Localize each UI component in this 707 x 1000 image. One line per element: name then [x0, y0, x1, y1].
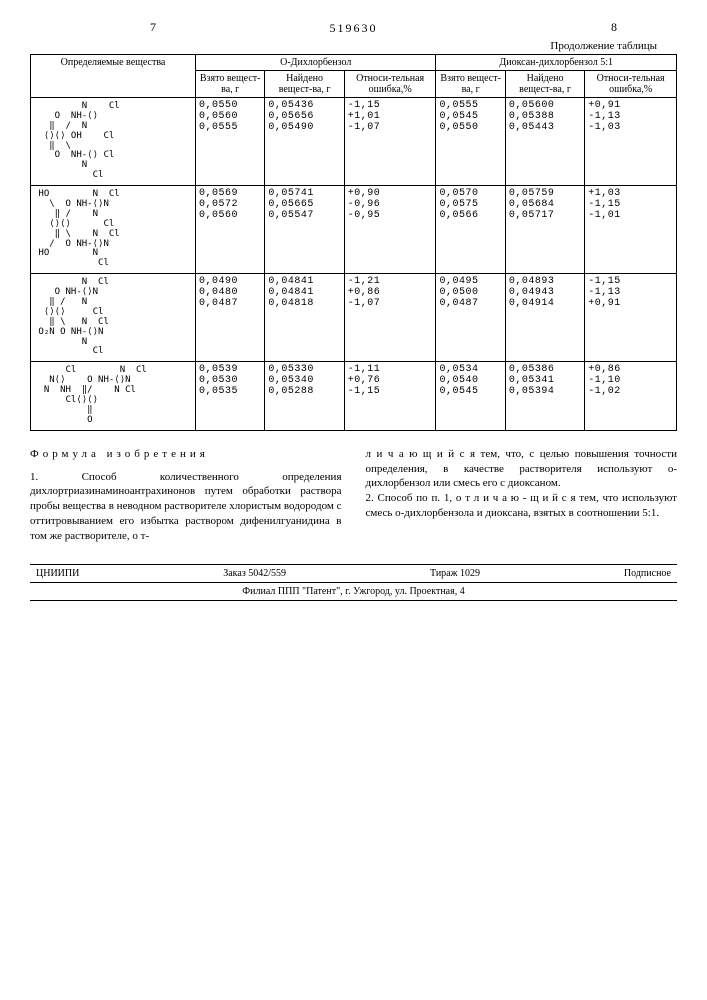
- table-row: HO N Cl \ O NH-⟨⟩N ‖ / N ⟨⟩⟨⟩ Cl ‖ \ N C…: [31, 186, 677, 274]
- data-cell: 0,057590,056840,05717: [505, 186, 584, 274]
- col-taken-1: Взято вещест-ва, г: [196, 71, 265, 98]
- chem-structure: HO N Cl \ O NH-⟨⟩N ‖ / N ⟨⟩⟨⟩ Cl ‖ \ N C…: [31, 186, 196, 274]
- page-left: 7: [150, 20, 156, 35]
- table-row: N Cl O NH-⟨⟩N ‖ / N ⟨⟩⟨⟩ Cl ‖ \ N Cl O₂N…: [31, 274, 677, 362]
- data-cell: 0,056000,053880,05443: [505, 98, 584, 186]
- col-solvent2: Диоксан-дихлорбензол 5:1: [436, 55, 677, 71]
- data-cell: +0,86-1,10-1,02: [585, 362, 677, 430]
- page-right: 8: [611, 20, 617, 35]
- col-substances: Определяемые вещества: [31, 55, 196, 98]
- footer-tirazh: Тираж 1029: [430, 568, 480, 579]
- table-row: N Cl O NH-⟨⟩ ‖ / N ⟨⟩⟨⟩ OH Cl ‖ \ O NH-⟨…: [31, 98, 677, 186]
- data-cell: 0,05340,05400,0545: [436, 362, 505, 430]
- data-cell: 0,048930,049430,04914: [505, 274, 584, 362]
- chem-structure: N Cl O NH-⟨⟩ ‖ / N ⟨⟩⟨⟩ OH Cl ‖ \ O NH-⟨…: [31, 98, 196, 186]
- col-error-1: Относи-тельная ошибка,%: [344, 71, 436, 98]
- data-cell: 0,05550,05450,0550: [436, 98, 505, 186]
- footer-sign: Подписное: [624, 568, 671, 579]
- col-found-2: Найдено вещест-ва, г: [505, 71, 584, 98]
- data-cell: 0,05690,05720,0560: [196, 186, 265, 274]
- data-cell: 0,04950,05000,0487: [436, 274, 505, 362]
- table-row: Cl N Cl N⟨⟩ O NH-⟨⟩N N NH ‖/ N Cl Cl⟨⟩⟨⟩…: [31, 362, 677, 430]
- data-cell: 0,05700,05750,0566: [436, 186, 505, 274]
- data-cell: 0,05500,05600,0555: [196, 98, 265, 186]
- footer-branch: Филиал ППП "Патент", г. Ужгород, ул. Про…: [30, 583, 677, 601]
- data-cell: 0,048410,048410,04818: [265, 274, 344, 362]
- footer-org: ЦНИИПИ: [36, 568, 79, 579]
- claims-title: Формула изобретения: [30, 447, 342, 462]
- data-cell: +0,90-0,96-0,95: [344, 186, 436, 274]
- data-cell: -1,11+0,76-1,15: [344, 362, 436, 430]
- chem-structure: Cl N Cl N⟨⟩ O NH-⟨⟩N N NH ‖/ N Cl Cl⟨⟩⟨⟩…: [31, 362, 196, 430]
- patent-number: 519630: [30, 21, 677, 36]
- col-found-1: Найдено вещест-ва, г: [265, 71, 344, 98]
- data-cell: 0,057410,056650,05547: [265, 186, 344, 274]
- data-cell: +0,91-1,13-1,03: [585, 98, 677, 186]
- claims-right: л и ч а ю щ и й с я тем, что, с целью по…: [366, 447, 678, 521]
- data-cell: +1,03-1,15-1,01: [585, 186, 677, 274]
- data-cell: 0,04900,04800,0487: [196, 274, 265, 362]
- data-table: Определяемые вещества О-Дихлорбензол Дио…: [30, 54, 677, 431]
- footer-order: Заказ 5042/559: [223, 568, 286, 579]
- data-cell: -1,21+0,86-1,07: [344, 274, 436, 362]
- data-cell: 0,05390,05300,0535: [196, 362, 265, 430]
- col-error-2: Относи-тельная ошибка,%: [585, 71, 677, 98]
- footer: ЦНИИПИ Заказ 5042/559 Тираж 1029 Подписн…: [30, 564, 677, 601]
- data-cell: 0,053860,053410,05394: [505, 362, 584, 430]
- data-cell: -1,15+1,01-1,07: [344, 98, 436, 186]
- col-solvent1: О-Дихлорбензол: [196, 55, 436, 71]
- table-continuation: Продолжение таблицы: [30, 40, 657, 52]
- claims-left: 1. Способ количественного определения ди…: [30, 470, 342, 544]
- data-cell: -1,15-1,13+0,91: [585, 274, 677, 362]
- col-taken-2: Взято вещест-ва, г: [436, 71, 505, 98]
- data-cell: 0,054360,056560,05490: [265, 98, 344, 186]
- chem-structure: N Cl O NH-⟨⟩N ‖ / N ⟨⟩⟨⟩ Cl ‖ \ N Cl O₂N…: [31, 274, 196, 362]
- data-cell: 0,053300,053400,05288: [265, 362, 344, 430]
